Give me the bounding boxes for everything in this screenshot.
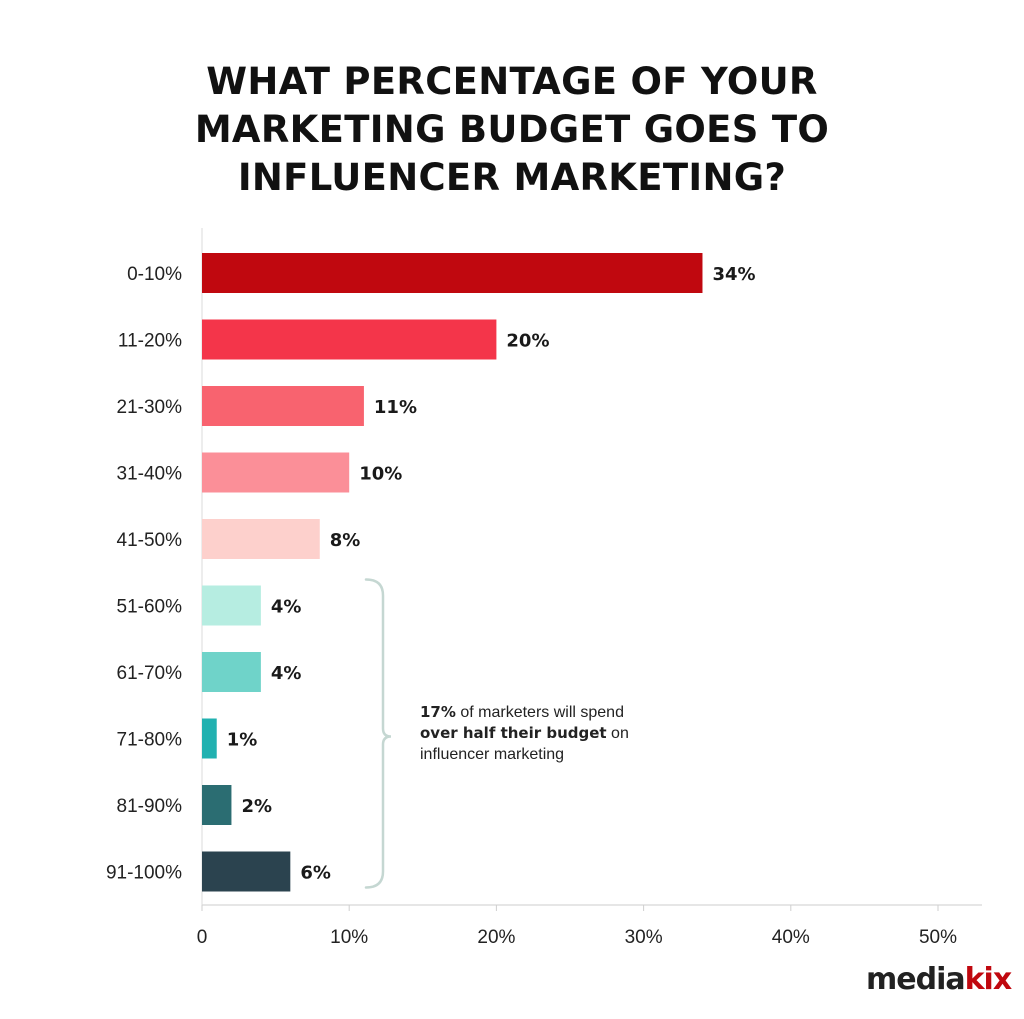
title-line-1: WHAT PERCENTAGE OF YOUR — [206, 60, 818, 103]
bar-41-50% — [202, 519, 320, 559]
bar-91-100% — [202, 851, 291, 892]
x-tick-label: 30% — [625, 927, 663, 948]
value-label: 4% — [271, 597, 302, 618]
category-label: 31-40% — [117, 464, 183, 485]
logo-part-media: media — [866, 962, 966, 997]
annotation-text: 17% of marketers will spend over half th… — [420, 702, 660, 765]
value-label: 20% — [506, 331, 549, 352]
category-label: 41-50% — [117, 530, 183, 551]
title-line-3: INFLUENCER MARKETING? — [237, 156, 787, 199]
x-tick-label: 20% — [477, 927, 515, 948]
bar-11-20% — [202, 319, 497, 360]
category-label: 91-100% — [106, 863, 182, 884]
annotation-bold: over half their budget — [420, 724, 607, 742]
value-label: 10% — [359, 464, 402, 485]
mediakix-logo: mediakix — [866, 962, 1013, 997]
bar-81-90% — [202, 785, 232, 825]
title-line-2: MARKETING BUDGET GOES TO — [194, 108, 830, 151]
category-label: 71-80% — [117, 730, 183, 751]
value-label: 6% — [300, 863, 331, 884]
value-label: 4% — [271, 663, 302, 684]
category-label: 0-10% — [127, 264, 182, 285]
annotation-text-1: of marketers will spend — [455, 704, 624, 721]
value-label: 2% — [241, 796, 272, 817]
logo-part-kix: kix — [964, 962, 1013, 997]
category-label: 11-20% — [118, 331, 182, 352]
x-tick-label: 40% — [772, 927, 810, 948]
x-tick-label: 0 — [197, 927, 208, 948]
bar-71-80% — [202, 718, 217, 759]
annotation-bracket — [364, 578, 392, 889]
chart-title: WHAT PERCENTAGE OF YOUR MARKETING BUDGET… — [0, 58, 1024, 202]
bar-51-60% — [202, 585, 261, 626]
bar-21-30% — [202, 386, 364, 426]
category-label: 61-70% — [117, 663, 183, 684]
x-tick-label: 50% — [919, 927, 957, 948]
bar-61-70% — [202, 652, 261, 692]
bar-0-10% — [202, 253, 703, 293]
value-label: 34% — [712, 264, 755, 285]
value-label: 1% — [227, 730, 258, 751]
annotation-highlight: 17% — [420, 703, 456, 721]
category-label: 51-60% — [117, 597, 183, 618]
annotation-text-2: on influencer marketing — [420, 725, 629, 763]
category-label: 21-30% — [117, 397, 183, 418]
category-label: 81-90% — [117, 796, 183, 817]
value-label: 11% — [374, 397, 417, 418]
bar-31-40% — [202, 452, 350, 493]
value-label: 8% — [330, 530, 361, 551]
x-tick-label: 10% — [330, 927, 368, 948]
